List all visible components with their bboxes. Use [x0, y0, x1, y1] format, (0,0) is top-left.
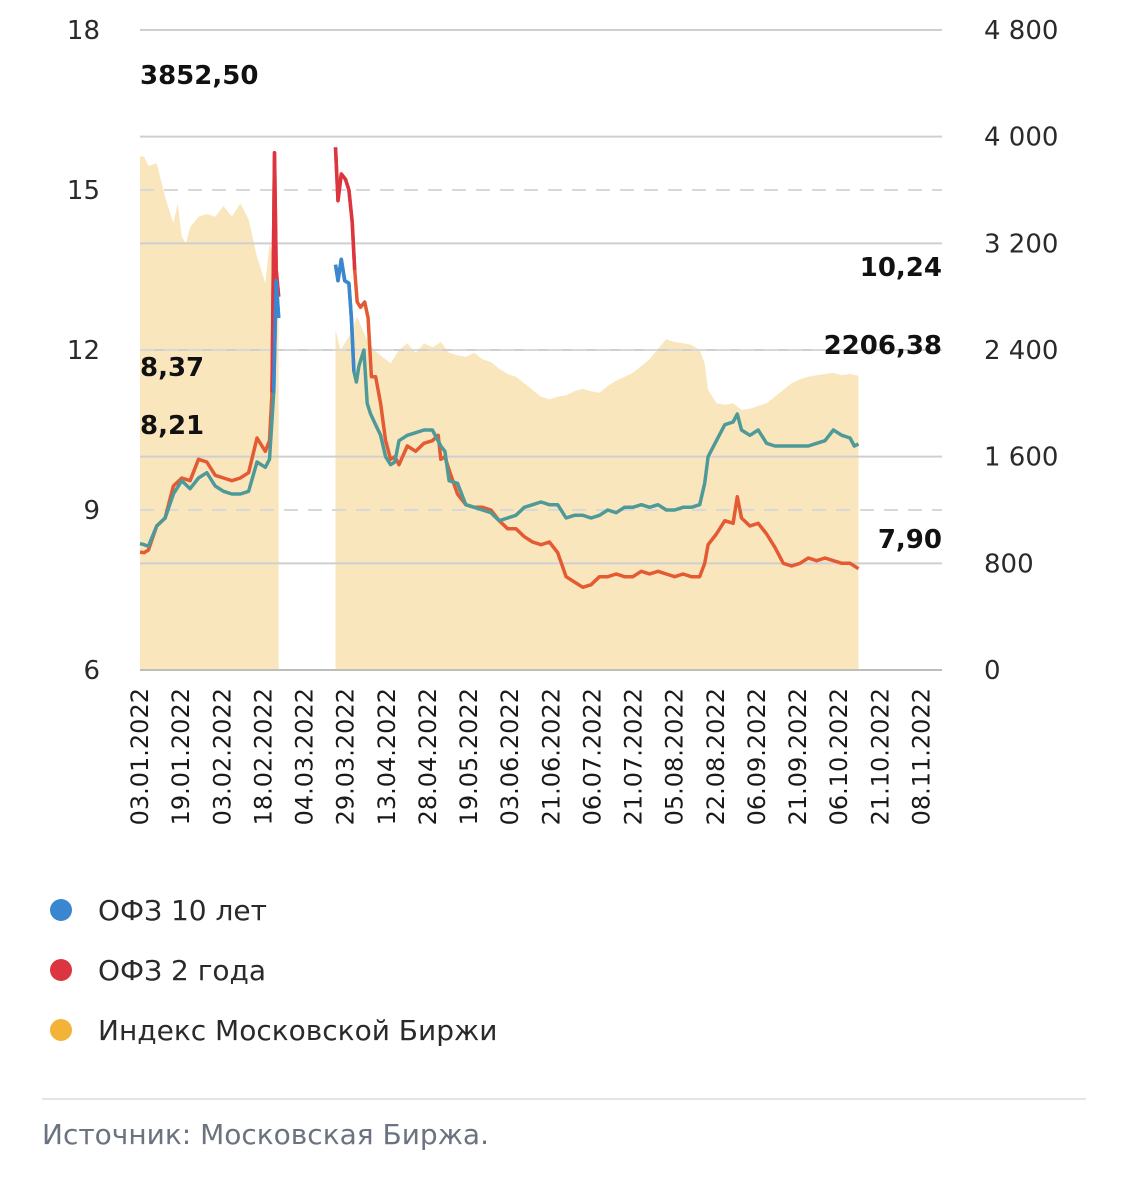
right-tick-label: 4 800 [984, 16, 1058, 46]
left-tick-label: 18 [67, 16, 100, 46]
x-tick-label: 06.07.2022 [578, 688, 606, 825]
x-tick-label: 18.02.2022 [249, 688, 277, 825]
annotation-imoex-end: 2206,38 [824, 331, 942, 361]
yield-lines-layer [139, 147, 860, 590]
x-tick-label: 03.01.2022 [126, 688, 154, 825]
ofz2-line-spike-2 [333, 147, 357, 271]
legend-label-ofz2: ОФЗ 2 года [98, 953, 267, 987]
x-tick-label: 21.06.2022 [537, 688, 565, 825]
left-tick-label: 9 [83, 496, 100, 526]
annotation-ofz10-end: 10,24 [860, 253, 942, 283]
legend-swatch-imoex [50, 1019, 72, 1041]
imoex-area-segment-1 [140, 156, 279, 671]
x-tick-label: 21.07.2022 [620, 688, 648, 825]
x-tick-label: 22.08.2022 [702, 688, 730, 825]
ofz10-line-segment-2 [333, 257, 860, 523]
legend-swatch-ofz2 [50, 959, 72, 981]
axis-ticks: 6 9 12 15 18 0 800 1 600 2 400 3 200 4 000 4 800 03.… [67, 16, 1059, 825]
imoex-area-layer [140, 156, 859, 671]
legend-item-imoex: Индекс Московской Биржи [50, 1000, 497, 1060]
divider [42, 1098, 1086, 1100]
right-tick-label: 2 400 [984, 336, 1058, 366]
annotation-ofz2-start: 8,21 [140, 411, 204, 441]
right-tick-label: 0 [984, 656, 1001, 686]
x-tick-label: 29.03.2022 [332, 688, 360, 825]
x-tick-label: 06.09.2022 [743, 688, 771, 825]
ofz10-line-spike-2 [333, 257, 356, 372]
legend-item-ofz10: ОФЗ 10 лет [50, 880, 497, 940]
x-tick-label: 21.09.2022 [784, 688, 812, 825]
right-tick-label: 3 200 [984, 229, 1058, 259]
annotation-imoex-start: 3852,50 [140, 61, 258, 91]
ofz10-line-spike-1 [271, 278, 281, 393]
x-tick-label: 28.04.2022 [414, 688, 442, 825]
value-annotations: 3852,50 8,37 8,21 10,24 2206,38 7,90 [140, 61, 942, 555]
x-tick-label: 03.06.2022 [496, 688, 524, 825]
legend-swatch-ofz10 [50, 899, 72, 921]
x-tick-label: 05.08.2022 [661, 688, 689, 825]
left-tick-label: 15 [67, 176, 100, 206]
source-note: Источник: Московская Биржа. [42, 1118, 489, 1151]
x-tick-label: 19.01.2022 [167, 688, 195, 825]
annotation-ofz2-end: 7,90 [878, 525, 942, 555]
annotation-ofz10-start: 8,37 [140, 353, 204, 383]
left-tick-label: 12 [67, 336, 100, 366]
x-tick-label: 03.02.2022 [208, 688, 236, 825]
x-tick-label: 08.11.2022 [907, 688, 935, 825]
ofz10-line-segment-1 [139, 278, 281, 549]
x-tick-label: 04.03.2022 [291, 688, 319, 825]
x-tick-label: 19.05.2022 [455, 688, 483, 825]
right-tick-label: 4 000 [984, 123, 1058, 153]
legend-label-ofz10: ОФЗ 10 лет [98, 893, 267, 927]
chart-legend: ОФЗ 10 лет ОФЗ 2 года Индекс Московской … [50, 880, 497, 1060]
left-tick-label: 6 [83, 656, 100, 686]
imoex-area-segment-2 [335, 316, 859, 670]
x-tick-label: 06.10.2022 [825, 688, 853, 825]
chart: 6 9 12 15 18 0 800 1 600 2 400 3 200 4 000 4 800 03.… [67, 16, 1059, 825]
ofz2-line-segment-2 [333, 147, 860, 590]
legend-label-imoex: Индекс Московской Биржи [98, 1013, 498, 1047]
x-tick-label: 13.04.2022 [373, 688, 401, 825]
right-tick-label: 800 [984, 549, 1034, 579]
legend-item-ofz2: ОФЗ 2 года [50, 940, 497, 1000]
x-tick-label: 21.10.2022 [866, 688, 894, 825]
right-tick-label: 1 600 [984, 443, 1058, 473]
